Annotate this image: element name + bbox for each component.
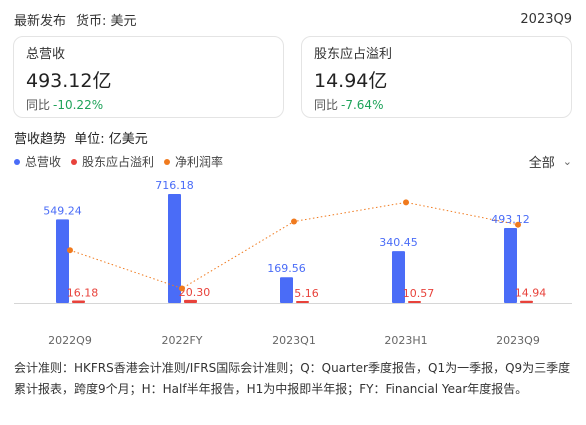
profit-card[interactable]: 股东应占溢利 14.94亿 同比 -7.64% [301, 36, 572, 118]
x-tick-label: 2023Q9 [496, 334, 540, 347]
bar-label-profit: 20.30 [179, 286, 211, 299]
x-tick-label: 2022FY [161, 334, 202, 347]
latest-release-title: 最新发布 [14, 13, 67, 29]
profit-label: 股东应占溢利 [314, 47, 393, 62]
margin-point [179, 285, 185, 292]
header: 最新发布 货币: 美元 2023Q9 [14, 8, 572, 30]
revenue-chart: 549.24 16.18 2022Q9 716.18 20.30 2022FY 169.56… [14, 179, 572, 347]
revenue-card[interactable]: 总营收 493.12亿 同比 -10.22% [13, 36, 284, 118]
x-tick-label: 2023H1 [384, 334, 427, 347]
margin-point [291, 218, 297, 225]
chart-legend: 总营收 股东应占溢利 净利润率 [14, 153, 233, 170]
profit-value: 14.94亿 [314, 70, 388, 92]
section-unit: 单位: 亿美元 [74, 132, 148, 147]
legend-label: 净利润率 [175, 155, 224, 169]
bar-profit [184, 299, 197, 303]
bar-profit [72, 300, 85, 303]
chevron-down-icon: ⌄ [562, 155, 572, 168]
section-title: 营收趋势 [14, 132, 67, 147]
bar-label-profit: 16.18 [67, 287, 99, 300]
bar-revenue [392, 251, 405, 303]
bar-label-revenue: 716.18 [155, 179, 194, 192]
legend-dot [164, 158, 171, 165]
x-tick-label: 2022Q9 [48, 334, 92, 347]
x-tick-label: 2023Q1 [272, 334, 316, 347]
bar-revenue [504, 227, 517, 303]
legend-item-revenue[interactable]: 总营收 [14, 153, 61, 170]
bar-profit [520, 300, 533, 303]
bar-label-profit: 10.57 [403, 287, 435, 300]
revenue-label: 总营收 [26, 47, 66, 62]
bar-label-revenue: 549.24 [43, 204, 82, 217]
yoy-label: 同比 [26, 98, 51, 112]
legend-dot [14, 158, 20, 165]
footnote: 会计准则：HKFRS香港会计准则/IFRS国际会计准则；Q：Quarter季度报… [14, 361, 571, 396]
margin-point [515, 221, 521, 228]
bar-label-revenue: 169.56 [267, 262, 306, 275]
currency-label: 货币: 美元 [76, 13, 137, 29]
bar-label-profit: 5.16 [294, 287, 319, 300]
revenue-yoy: 同比 -10.22% [26, 96, 271, 114]
profit-yoy: 同比 -7.64% [314, 96, 559, 114]
margin-point [67, 247, 73, 254]
legend-label: 总营收 [25, 155, 62, 169]
legend-dot [71, 158, 78, 165]
margin-line [69, 201, 519, 289]
legend-item-margin[interactable]: 净利润率 [164, 153, 223, 170]
bar-label-revenue: 493.12 [491, 213, 530, 226]
yoy-value: -7.64% [341, 98, 384, 112]
bar-label-profit: 14.94 [515, 287, 547, 300]
bar-profit [296, 301, 309, 303]
bar-label-revenue: 340.45 [379, 236, 418, 249]
bar-revenue [56, 219, 69, 303]
filter-label: 全部 [528, 156, 555, 171]
period-filter-dropdown[interactable]: 全部 ⌄ [529, 152, 572, 171]
revenue-trend-heading: 营收趋势 单位: 亿美元 [14, 128, 148, 147]
revenue-value: 493.12亿 [26, 70, 112, 92]
bar-revenue [168, 194, 181, 303]
yoy-value: -10.22% [53, 98, 104, 112]
legend-item-profit[interactable]: 股东应占溢利 [71, 153, 154, 170]
legend-label: 股东应占溢利 [82, 155, 155, 169]
bar-profit [408, 301, 421, 303]
bar-revenue [280, 277, 293, 303]
margin-point [403, 199, 409, 206]
yoy-label: 同比 [314, 98, 339, 112]
report-period: 2023Q9 [520, 11, 572, 27]
